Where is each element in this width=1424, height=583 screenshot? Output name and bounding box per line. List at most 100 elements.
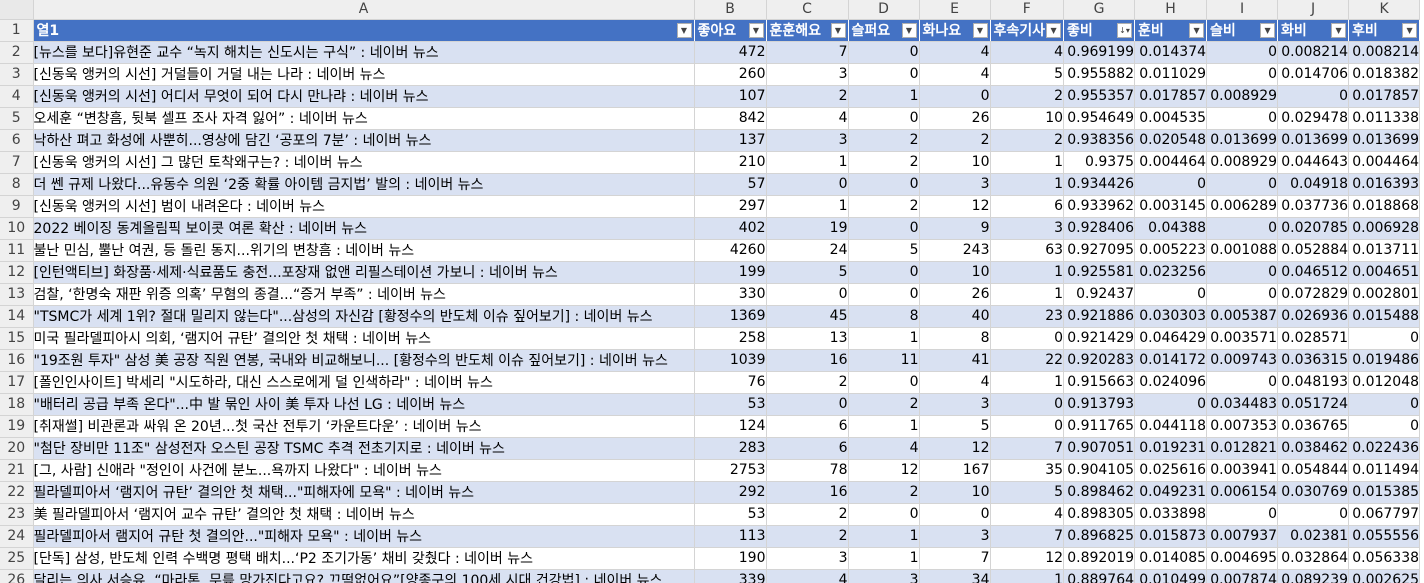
- value-cell[interactable]: 0.052884: [1277, 239, 1350, 262]
- value-cell[interactable]: 16: [766, 481, 849, 504]
- value-cell[interactable]: 9: [919, 217, 991, 240]
- value-cell[interactable]: 0.020548: [1134, 129, 1208, 152]
- value-cell[interactable]: 7: [766, 41, 849, 64]
- value-cell[interactable]: 0.915663: [1063, 371, 1136, 394]
- column-header-h[interactable]: H: [1134, 0, 1208, 20]
- value-cell[interactable]: 339: [694, 569, 767, 583]
- value-cell[interactable]: 5: [990, 63, 1065, 86]
- value-cell[interactable]: 19: [766, 217, 849, 240]
- header-cell-likes[interactable]: 좋아요 ▼: [694, 19, 767, 42]
- value-cell[interactable]: 23: [990, 305, 1065, 328]
- title-cell[interactable]: [폴인인사이트] 박세리 "시도하라, 대신 스스로에게 덜 인색하라" : 네…: [33, 371, 695, 394]
- title-cell[interactable]: [그, 사람] 신애라 "정인이 사건에 분노...욕까지 나왔다" : 네이버…: [33, 459, 695, 482]
- value-cell[interactable]: 1: [848, 85, 920, 108]
- value-cell[interactable]: 0.007937: [1206, 525, 1279, 548]
- filter-dropdown-icon[interactable]: ▼: [748, 22, 764, 38]
- value-cell[interactable]: 0.006928: [1348, 217, 1421, 240]
- header-cell-sad[interactable]: 슬퍼요 ▼: [848, 19, 920, 42]
- header-cell-followup-ratio[interactable]: 후비 ▼: [1348, 19, 1421, 42]
- title-cell[interactable]: [신동욱 앵커의 시선] 어디서 무엇이 되어 다시 만나랴 : 네이버 뉴스: [33, 85, 695, 108]
- row-header[interactable]: 24: [0, 525, 34, 548]
- value-cell[interactable]: 0: [1348, 415, 1421, 438]
- value-cell[interactable]: 330: [694, 283, 767, 306]
- value-cell[interactable]: 0.938356: [1063, 129, 1136, 152]
- value-cell[interactable]: 0.005223: [1134, 239, 1208, 262]
- value-cell[interactable]: 4: [919, 63, 991, 86]
- value-cell[interactable]: 3: [919, 525, 991, 548]
- value-cell[interactable]: 0.003571: [1206, 327, 1279, 350]
- value-cell[interactable]: 6: [990, 195, 1065, 218]
- filter-dropdown-icon[interactable]: ▼: [1402, 22, 1418, 38]
- value-cell[interactable]: 40: [919, 305, 991, 328]
- value-cell[interactable]: 0.014374: [1134, 41, 1208, 64]
- value-cell[interactable]: 1: [766, 151, 849, 174]
- value-cell[interactable]: 0.006154: [1206, 481, 1279, 504]
- value-cell[interactable]: 0.011338: [1348, 107, 1421, 130]
- filter-dropdown-icon[interactable]: ▼: [1046, 22, 1062, 38]
- value-cell[interactable]: 0.898305: [1063, 503, 1136, 526]
- value-cell[interactable]: 0: [1206, 107, 1279, 130]
- value-cell[interactable]: 2: [848, 393, 920, 416]
- value-cell[interactable]: 0.046512: [1277, 261, 1350, 284]
- value-cell[interactable]: 0.92437: [1063, 283, 1136, 306]
- value-cell[interactable]: 10: [919, 261, 991, 284]
- title-cell[interactable]: 필라델피아서 램지어 규탄 첫 결의안..."피해자 모욕" : 네이버 뉴스: [33, 525, 695, 548]
- value-cell[interactable]: 6: [766, 437, 849, 460]
- value-cell[interactable]: 2: [766, 85, 849, 108]
- value-cell[interactable]: 4260: [694, 239, 767, 262]
- value-cell[interactable]: 4: [919, 371, 991, 394]
- value-cell[interactable]: 0.044118: [1134, 415, 1208, 438]
- value-cell[interactable]: 0: [1206, 261, 1279, 284]
- value-cell[interactable]: 0.008929: [1206, 85, 1279, 108]
- value-cell[interactable]: 0.008929: [1206, 151, 1279, 174]
- value-cell[interactable]: 0.002801: [1348, 283, 1421, 306]
- value-cell[interactable]: 0: [848, 107, 920, 130]
- value-cell[interactable]: 0.920283: [1063, 349, 1136, 372]
- title-cell[interactable]: 2022 베이징 동계올림픽 보이콧 여론 확산 : 네이버 뉴스: [33, 217, 695, 240]
- value-cell[interactable]: 57: [694, 173, 767, 196]
- value-cell[interactable]: 0.004695: [1206, 547, 1279, 570]
- value-cell[interactable]: 4: [848, 437, 920, 460]
- value-cell[interactable]: 0.017857: [1134, 85, 1208, 108]
- column-header-f[interactable]: F: [990, 0, 1065, 20]
- value-cell[interactable]: 0.005387: [1206, 305, 1279, 328]
- value-cell[interactable]: 0.9375: [1063, 151, 1136, 174]
- value-cell[interactable]: 0: [766, 283, 849, 306]
- value-cell[interactable]: 0.004464: [1134, 151, 1208, 174]
- value-cell[interactable]: 0.067797: [1348, 503, 1421, 526]
- value-cell[interactable]: 24: [766, 239, 849, 262]
- row-header[interactable]: 17: [0, 371, 34, 394]
- value-cell[interactable]: 1: [990, 569, 1065, 583]
- value-cell[interactable]: 0.904105: [1063, 459, 1136, 482]
- value-cell[interactable]: 12: [848, 459, 920, 482]
- row-header[interactable]: 21: [0, 459, 34, 482]
- value-cell[interactable]: 0.911765: [1063, 415, 1136, 438]
- value-cell[interactable]: 4: [766, 569, 849, 583]
- title-cell[interactable]: "배터리 공급 부족 온다"...中 발 묶인 사이 美 투자 나선 LG : …: [33, 393, 695, 416]
- value-cell[interactable]: 12: [990, 547, 1065, 570]
- value-cell[interactable]: 0.04388: [1134, 217, 1208, 240]
- row-header[interactable]: 25: [0, 547, 34, 570]
- value-cell[interactable]: 0.003145: [1134, 195, 1208, 218]
- value-cell[interactable]: 8: [919, 327, 991, 350]
- value-cell[interactable]: 0.016393: [1348, 173, 1421, 196]
- title-cell[interactable]: 낙하산 펴고 화성에 사뿐히...영상에 담긴 ‘공포의 7분’ : 네이버 뉴…: [33, 129, 695, 152]
- value-cell[interactable]: 0.012821: [1206, 437, 1279, 460]
- filter-dropdown-icon[interactable]: ▼: [901, 22, 917, 38]
- value-cell[interactable]: 0.020785: [1277, 217, 1350, 240]
- value-cell[interactable]: 0.007353: [1206, 415, 1279, 438]
- value-cell[interactable]: 3: [766, 129, 849, 152]
- value-cell[interactable]: 41: [919, 349, 991, 372]
- value-cell[interactable]: 4: [990, 503, 1065, 526]
- title-cell[interactable]: [취재썰] 비관론과 싸워 온 20년...첫 국산 전투기 ‘카운트다운’ :…: [33, 415, 695, 438]
- value-cell[interactable]: 0.898462: [1063, 481, 1136, 504]
- value-cell[interactable]: 0.925581: [1063, 261, 1136, 284]
- value-cell[interactable]: 0: [1206, 371, 1279, 394]
- value-cell[interactable]: 292: [694, 481, 767, 504]
- value-cell[interactable]: 1: [990, 261, 1065, 284]
- value-cell[interactable]: 0.928406: [1063, 217, 1136, 240]
- value-cell[interactable]: 0: [848, 41, 920, 64]
- value-cell[interactable]: 2753: [694, 459, 767, 482]
- value-cell[interactable]: 0.954649: [1063, 107, 1136, 130]
- column-header-i[interactable]: I: [1206, 0, 1279, 20]
